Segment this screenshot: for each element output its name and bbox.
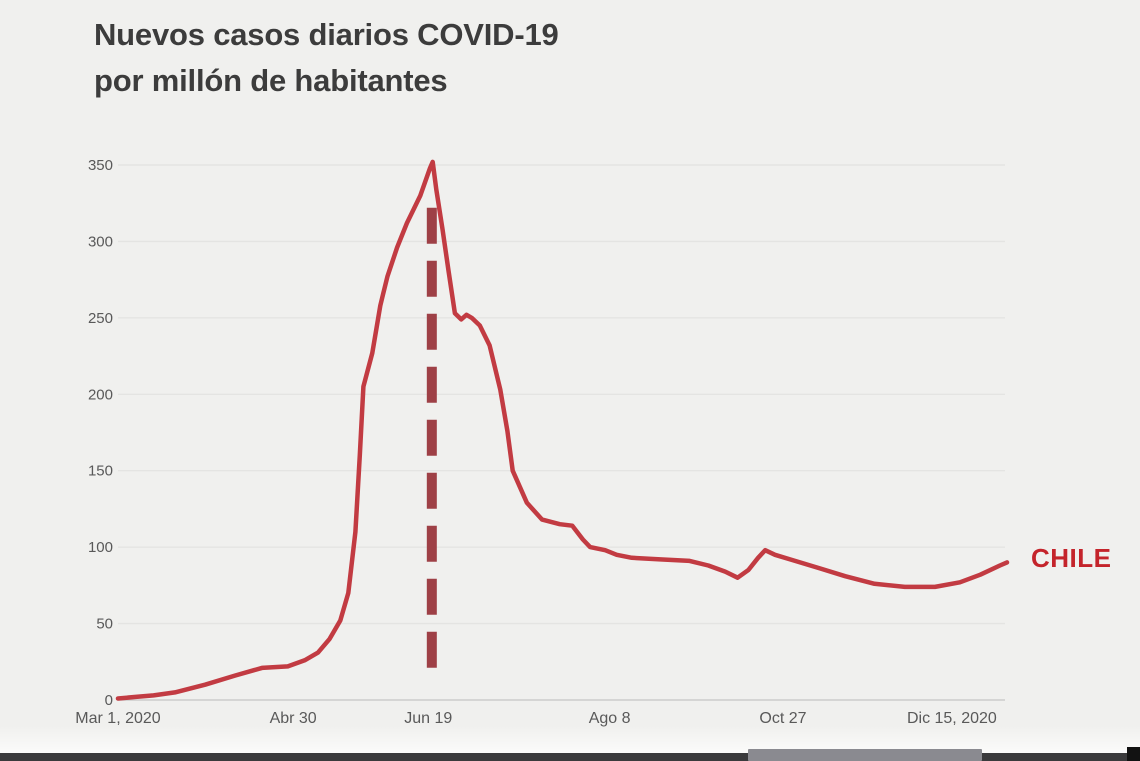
x-tick-label-3: Ago 8 bbox=[589, 710, 631, 727]
bottom-fade-strip bbox=[0, 726, 1140, 753]
y-tick-label-200: 200 bbox=[88, 386, 113, 403]
x-tick-label-5: Dic 15, 2020 bbox=[907, 710, 997, 727]
video-progress-thumb[interactable] bbox=[748, 749, 982, 761]
series-label-chile: CHILE bbox=[1031, 543, 1112, 573]
y-tick-label-300: 300 bbox=[88, 233, 113, 250]
y-tick-label-100: 100 bbox=[88, 539, 113, 556]
y-tick-label-250: 250 bbox=[88, 310, 113, 327]
y-tick-label-350: 350 bbox=[88, 157, 113, 174]
chart-title-line1: Nuevos casos diarios COVID-19 bbox=[94, 17, 559, 52]
chart-title-line2: por millón de habitantes bbox=[94, 63, 448, 98]
x-tick-label-0: Mar 1, 2020 bbox=[75, 710, 160, 727]
y-tick-label-50: 50 bbox=[96, 616, 113, 633]
x-tick-label-2: Jun 19 bbox=[404, 710, 452, 727]
x-tick-label-4: Oct 27 bbox=[759, 710, 806, 727]
y-tick-label-150: 150 bbox=[88, 463, 113, 480]
video-progress-track[interactable] bbox=[0, 753, 1140, 761]
x-tick-label-1: Abr 30 bbox=[270, 710, 317, 727]
y-tick-label-0: 0 bbox=[105, 692, 113, 709]
video-progress-endcap bbox=[1127, 747, 1140, 761]
series-line-chile bbox=[115, 159, 1010, 701]
chart-title: Nuevos casos diarios COVID-19 por millón… bbox=[94, 12, 559, 104]
